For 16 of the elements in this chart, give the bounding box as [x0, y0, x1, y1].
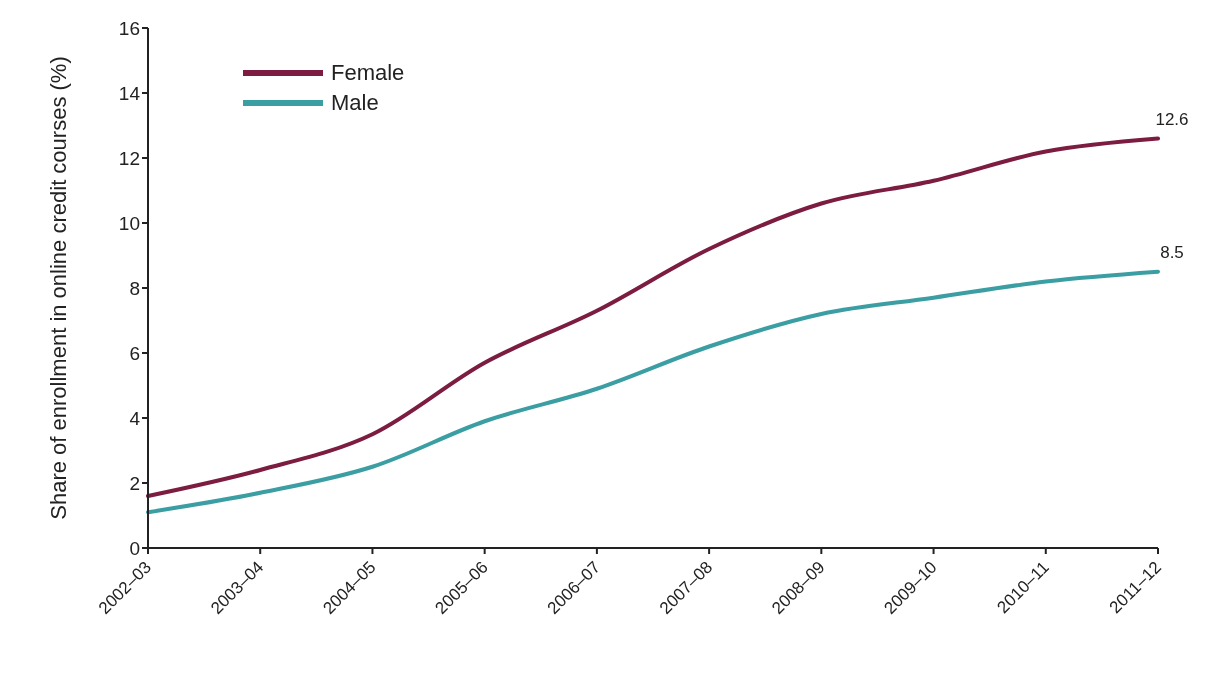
- y-tick-label: 2: [129, 472, 140, 494]
- data-label: 8.5: [1160, 242, 1184, 262]
- y-tick-label: 10: [118, 212, 140, 234]
- y-tick-label: 6: [129, 342, 140, 364]
- line-series: [146, 269, 1160, 515]
- y-tick-label: 0: [129, 537, 140, 559]
- y-tick-label: 12: [118, 147, 140, 169]
- data-label: 12.6: [1155, 109, 1189, 129]
- line-series: [146, 136, 1160, 498]
- legend-label: Female: [331, 59, 405, 87]
- legend-label: Male: [331, 89, 379, 117]
- y-tick-label: 8: [129, 277, 140, 299]
- y-tick-label: 14: [118, 82, 141, 104]
- y-tick-label: 4: [129, 407, 141, 429]
- y-axis-title: Share of enrollment in online credit courses (%): [45, 56, 71, 520]
- y-tick-label: 16: [118, 17, 140, 39]
